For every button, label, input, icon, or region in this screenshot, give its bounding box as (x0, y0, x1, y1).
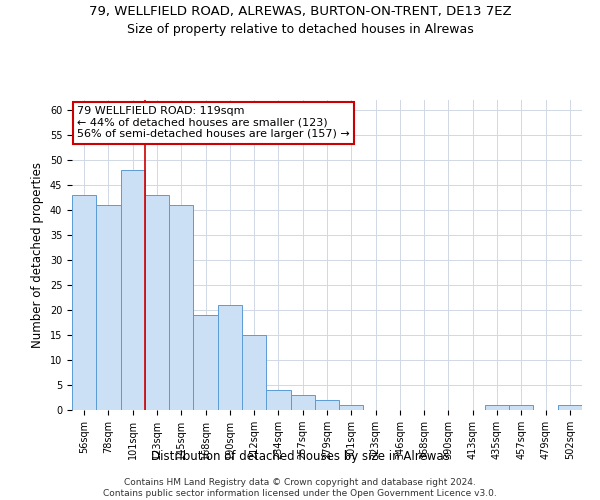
Bar (193, 315, 218, 410)
Text: Size of property relative to detached houses in Alrewas: Size of property relative to detached ho… (127, 22, 473, 36)
Bar (169, 205, 193, 410)
Bar (509, 405, 533, 410)
Bar (290, 395, 315, 410)
Bar (242, 335, 266, 410)
Bar (96, 205, 121, 410)
Text: Contains HM Land Registry data © Crown copyright and database right 2024.
Contai: Contains HM Land Registry data © Crown c… (103, 478, 497, 498)
Y-axis label: Number of detached properties: Number of detached properties (31, 162, 44, 348)
Bar (339, 405, 364, 410)
Bar (145, 195, 169, 410)
Text: Distribution of detached houses by size in Alrewas: Distribution of detached houses by size … (151, 450, 449, 463)
Bar (315, 400, 339, 410)
Bar (218, 305, 242, 410)
Text: 79 WELLFIELD ROAD: 119sqm
← 44% of detached houses are smaller (123)
56% of semi: 79 WELLFIELD ROAD: 119sqm ← 44% of detac… (77, 106, 350, 140)
Text: 79, WELLFIELD ROAD, ALREWAS, BURTON-ON-TRENT, DE13 7EZ: 79, WELLFIELD ROAD, ALREWAS, BURTON-ON-T… (89, 5, 511, 18)
Bar (72, 195, 96, 410)
Bar (558, 405, 582, 410)
Bar (485, 405, 509, 410)
Bar (121, 170, 145, 410)
Bar (266, 390, 290, 410)
